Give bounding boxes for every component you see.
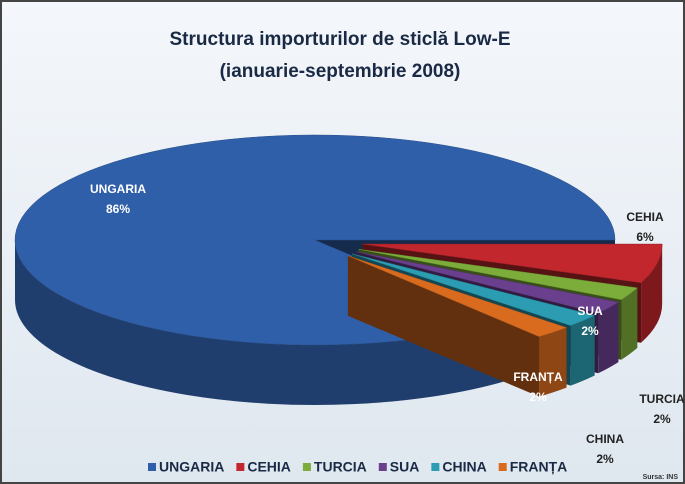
- legend-label: SUA: [390, 459, 420, 475]
- slice-label: CEHIA: [626, 210, 664, 224]
- chart-subtitle: (ianuarie-septembrie 2008): [220, 61, 461, 82]
- legend-swatch: [498, 463, 507, 471]
- slice-side: [14, 240, 507, 406]
- slice-label: CHINA: [586, 432, 624, 446]
- slice: [362, 243, 663, 283]
- slice-side: [641, 244, 663, 343]
- value-label: 2%: [581, 324, 599, 338]
- slice-side: [570, 315, 595, 386]
- legend-label: FRANȚA: [510, 459, 568, 475]
- slice: [14, 134, 616, 346]
- value-label: 86%: [106, 202, 130, 216]
- legend-swatch: [431, 463, 440, 471]
- source: Sursa: INS: [643, 474, 679, 481]
- legend-label: CEHIA: [247, 459, 291, 475]
- slice-label: TURCIA: [639, 392, 685, 406]
- slice-side: [621, 287, 638, 360]
- legend-label: TURCIA: [314, 459, 367, 475]
- slice-label: FRANȚA: [513, 370, 563, 384]
- slice-side: [598, 302, 619, 374]
- slice-label: UNGARIA: [90, 182, 146, 196]
- value-label: 2%: [653, 412, 671, 426]
- slice: [351, 253, 596, 326]
- value-label: 2%: [529, 390, 547, 404]
- slice: [347, 255, 568, 337]
- chart-title: Structura importurilor de sticlă Low-E: [170, 29, 511, 50]
- slice: [355, 251, 620, 314]
- legend-label: CHINA: [442, 459, 486, 475]
- legend-swatch: [236, 463, 245, 471]
- slice-face: [347, 255, 540, 397]
- legend-swatch: [378, 463, 387, 471]
- legend: UNGARIA CEHIA TURCIA SUA CHINA FRANȚA: [148, 459, 567, 475]
- value-label: 2%: [596, 452, 614, 466]
- value-label: 6%: [636, 230, 654, 244]
- legend-label: UNGARIA: [159, 459, 224, 475]
- legend-swatch: [148, 463, 156, 471]
- slice-side: [539, 327, 567, 397]
- slice: [358, 248, 638, 301]
- slice-label: SUA: [577, 304, 603, 318]
- legend-swatch: [302, 463, 311, 471]
